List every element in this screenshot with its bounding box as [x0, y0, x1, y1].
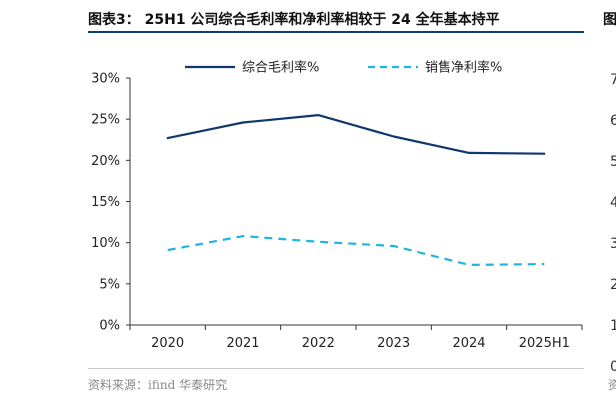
y-tick-label: 30% — [91, 72, 120, 87]
chart-axes: 0% 5% 10% 15% 20% 25% 30% 2020 2021 2022 2023 2024 2… — [91, 72, 583, 351]
adjacent-axis-digit: 3 — [610, 236, 616, 252]
y-tick-label: 10% — [91, 236, 120, 251]
adjacent-axis-digit: 2 — [610, 277, 616, 293]
y-tick-label: 20% — [91, 154, 120, 169]
x-tick-label: 2021 — [226, 336, 259, 351]
chart-header: 图表3： 25H1 公司综合毛利率和净利率相较于 24 全年基本持平 图 — [0, 0, 616, 36]
adjacent-axis-digit: 5 — [610, 154, 616, 170]
adjacent-figure-source-fragment: 资 — [608, 378, 616, 392]
adjacent-axis-digit: 1 — [610, 318, 616, 334]
x-tick-label: 2025H1 — [519, 336, 570, 351]
adjacent-axis-digit: 6 — [610, 113, 616, 129]
adjacent-axis-digit: 4 — [610, 195, 616, 211]
legend-label: 销售净利率% — [425, 60, 502, 76]
chart-series — [166, 113, 546, 266]
x-tick-label: 2022 — [302, 336, 335, 351]
adjacent-axis-digit: 0 — [610, 359, 616, 375]
y-tick-label: 25% — [91, 113, 120, 128]
chart-title: 图表3： 25H1 公司综合毛利率和净利率相较于 24 全年基本持平 — [88, 12, 500, 28]
legend-label: 综合毛利率% — [242, 60, 319, 76]
series-line-net-margin — [167, 235, 545, 266]
header-rule — [88, 31, 584, 33]
line-chart: 综合毛利率% 销售净利率% 0% 5% 10% 15% 20% 25% 30% 2020 2021… — [91, 60, 583, 351]
y-tick-label: 0% — [99, 319, 120, 334]
x-tick-label: 2023 — [377, 336, 410, 351]
chart-legend: 综合毛利率% 销售净利率% — [185, 60, 502, 76]
x-tick-label: 2024 — [452, 336, 485, 351]
adjacent-figure-title-fragment: 图 — [603, 12, 616, 28]
adjacent-axis-digit: 7 — [610, 72, 616, 88]
series-line-gross-margin — [166, 113, 546, 155]
source-note: 资料来源：ifind 华泰研究 — [88, 378, 228, 392]
x-tick-label: 2020 — [151, 336, 184, 351]
adjacent-figure-axis-fragment: 7 6 5 4 3 2 1 0 — [610, 60, 616, 388]
y-tick-label: 5% — [99, 277, 120, 292]
footer-rule — [88, 368, 584, 369]
y-tick-label: 15% — [91, 195, 120, 210]
